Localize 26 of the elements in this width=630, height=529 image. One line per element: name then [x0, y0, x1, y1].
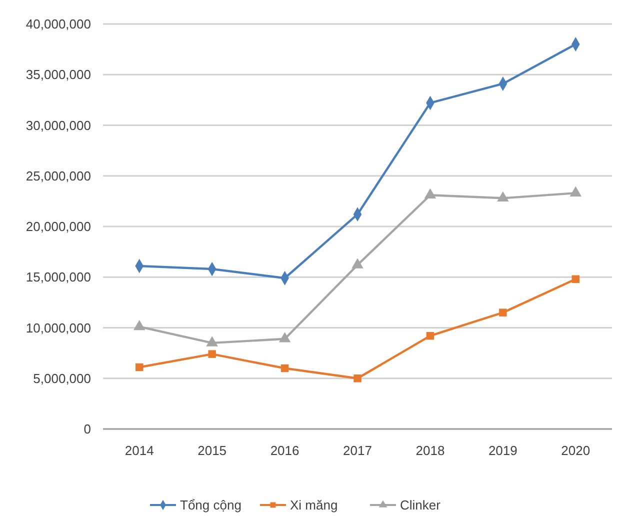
legend-label: Clinker: [400, 498, 442, 513]
x-tick-label: 2017: [343, 443, 372, 458]
x-tick-label: 2019: [488, 443, 518, 458]
y-tick-label: 10,000,000: [26, 320, 91, 336]
point: [572, 275, 580, 284]
x-tick-label: 2020: [561, 443, 590, 458]
x-tick-label: 2014: [124, 443, 154, 458]
y-tick-label: 5,000,000: [33, 370, 91, 386]
y-tick-label: 0: [84, 422, 91, 437]
point: [499, 308, 507, 316]
y-tick-label: 35,000,000: [26, 67, 91, 82]
x-tick-label: 2016: [270, 443, 300, 458]
legend-label: Xi măng: [290, 498, 338, 513]
point: [426, 332, 434, 340]
point: [280, 364, 289, 372]
y-tick-label: 25,000,000: [26, 168, 91, 184]
legend-label: Tổng cộng: [180, 498, 242, 513]
x-tick-label: 2015: [198, 443, 227, 458]
y-tick-label: 20,000,000: [26, 219, 91, 234]
point: [135, 363, 144, 372]
y-tick-label: 40,000,000: [26, 16, 91, 32]
point: [354, 374, 362, 382]
x-tick-label: 2018: [416, 443, 445, 458]
point: [208, 350, 216, 358]
y-tick-label: 15,000,000: [26, 270, 91, 285]
y-tick-label: 30,000,000: [26, 118, 91, 133]
